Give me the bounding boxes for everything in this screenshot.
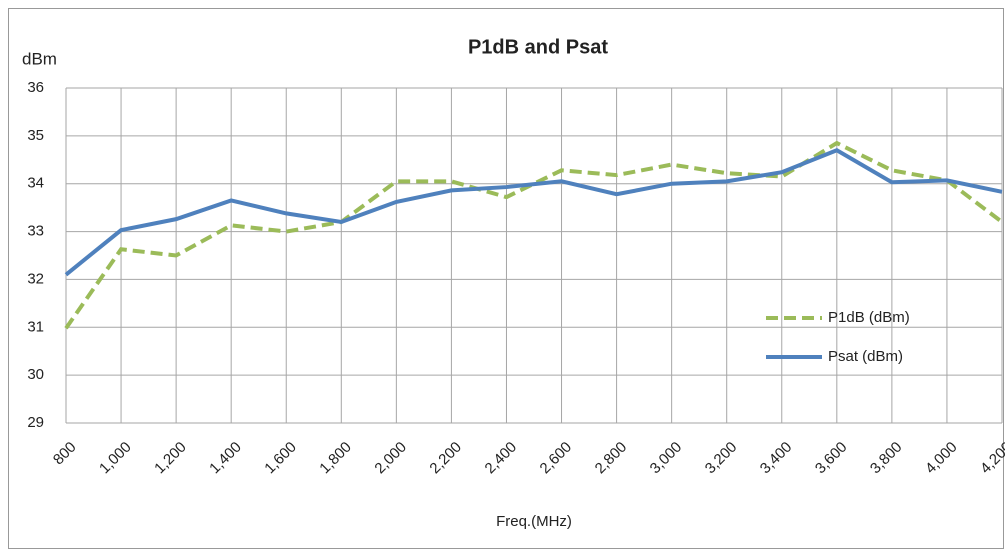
- legend-label: Psat (dBm): [828, 348, 903, 365]
- y-tick-label: 29: [27, 414, 44, 431]
- series-line: [64, 147, 1003, 277]
- y-tick-label: 32: [27, 270, 44, 287]
- x-axis-label: Freq.(MHz): [496, 513, 572, 530]
- y-tick-label: 35: [27, 127, 44, 144]
- legend-label: P1dB (dBm): [828, 309, 910, 326]
- y-tick-label: 33: [27, 223, 44, 240]
- chart-title: P1dB and Psat: [468, 36, 608, 58]
- y-tick-label: 30: [27, 366, 44, 383]
- series-line: [64, 140, 1004, 330]
- y-tick-label: 36: [27, 79, 44, 96]
- y-tick-label: 34: [27, 175, 44, 192]
- y-axis-label: dBm: [22, 49, 57, 68]
- y-tick-label: 31: [27, 318, 44, 335]
